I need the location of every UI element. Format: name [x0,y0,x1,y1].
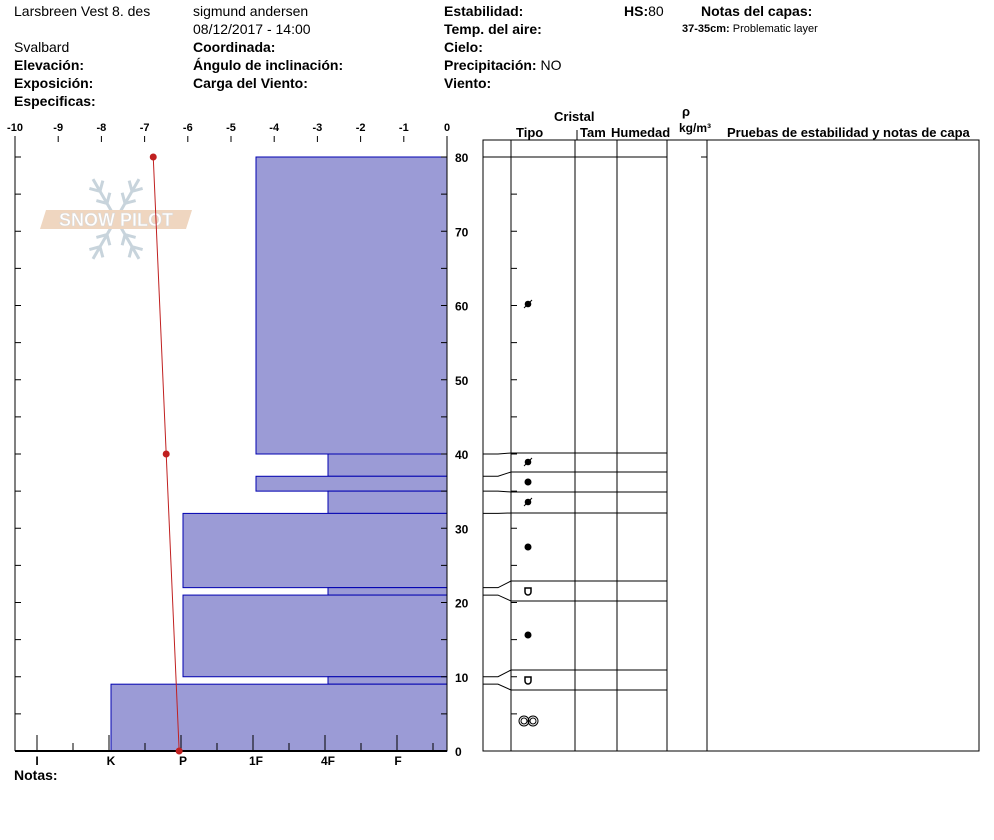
elevation-label: Elevación: [14,57,85,73]
hardness-bar [255,156,448,455]
hardness-label-K: K [107,754,116,768]
hardness-bar [327,676,448,685]
sky-label: Cielo: [444,39,483,55]
precip-value: NO [540,57,562,73]
header-density: kg/m³ [679,121,712,135]
depth-tick-label: 20 [455,597,469,611]
temp-tick-label: -3 [313,122,323,134]
depth-hoar-icon [524,676,532,685]
hardness-label-P: P [179,754,187,768]
temperature-point [175,747,183,755]
wind-label: Viento: [444,75,492,91]
logo-text: SNOW PILOT [59,210,173,230]
windload-label: Carga del Viento: [193,75,308,91]
depth-tick-label: 0 [455,745,462,759]
melt-forms-icon [520,717,528,725]
precip-label: Precipitación: [444,57,537,73]
temp-tick-label: -9 [53,122,63,134]
melt-forms-icon [518,715,530,727]
melt-forms-icon [529,717,537,725]
hardness-label-I: I [35,754,38,768]
logo-banner [40,210,192,229]
temperature-point [149,153,157,161]
layer-note: 37-35cm: Problematic layer [682,23,818,35]
region: Svalbard [14,39,70,55]
depth-tick-label: 10 [455,671,469,685]
depth-tick-label: 80 [455,151,469,165]
temp-tick-label: -6 [183,122,193,134]
layer-note-text: Problematic layer [732,23,818,35]
layer-connector [483,452,512,455]
temperature-point [162,450,170,458]
depth-hoar-icon [524,587,532,596]
layer-table [482,139,980,752]
header-crystal: Cristal [554,109,595,124]
rounded-grain-icon [524,478,532,486]
stability-label: Estabilidad: [444,3,524,19]
depth-tick-label: 60 [455,300,469,314]
hardness-bar [182,594,448,678]
rounded-grain-icon [524,631,532,639]
temp-tick-label: -8 [97,122,107,134]
faceted-rounded-grain-icon [523,457,533,467]
layer-connector [483,490,512,493]
hardness-bar [327,453,448,477]
temp-tick-label: -5 [226,122,236,134]
layer-connector [483,683,512,691]
melt-forms-icon [527,715,539,727]
coord-label: Coordinada: [193,39,276,55]
hardness-bar [182,512,448,589]
specifics-label: Especificas: [14,93,96,109]
depth-tick-label: 50 [455,374,469,388]
hs: HS:80 [624,3,664,19]
datetime: 08/12/2017 - 14:00 [193,21,311,37]
depth-tick-label: 30 [455,522,469,536]
temp-tick-label: -7 [140,122,150,134]
temp-tick-label: 0 [444,122,450,134]
airtemp-label: Temp. del aire: [444,21,542,37]
notes-label: Notas: [14,767,58,783]
faceted-rounded-grain-icon [523,497,533,507]
header-tests: Pruebas de estabilidad y notas de capa [727,125,970,140]
precip: Precipitación: NO [444,57,561,73]
hardness-bar [327,587,448,596]
faceted-rounded-grain-icon [523,299,533,309]
observer: sigmund andersen [193,3,309,19]
hs-value: 80 [648,3,664,19]
header-size: Tam [580,125,606,140]
depth-tick-label: 70 [455,225,469,239]
header-rho: ρ [682,104,691,119]
hardness-label-1F: 1F [249,754,263,768]
location: Larsbreen Vest 8. des [14,3,151,19]
hardness-bar [327,490,448,514]
hs-label: HS: [624,3,649,19]
hardness-label-F: F [394,754,401,768]
header-moisture: Humedad [611,125,671,140]
rounded-grain-icon [524,543,532,551]
temp-tick-label: -4 [269,122,280,134]
temp-tick-label: -2 [356,122,366,134]
layer-connector [483,594,512,602]
temp-tick-label: -1 [399,122,409,134]
layer-connector [483,580,512,589]
header-type: Tipo [516,125,544,140]
hardness-label-4F: 4F [321,754,335,768]
temp-tick-label: -10 [7,122,23,134]
hardness-bar [110,683,448,752]
slope-label: Ángulo de inclinación: [193,57,344,73]
layer-note-range: 37-35cm: [682,23,730,35]
depth-tick-label: 40 [455,448,469,462]
layer-notes-label: Notas del capas: [701,3,813,19]
layer-connector [483,669,512,678]
hardness-bar [255,475,448,492]
aspect-label: Exposición: [14,75,94,91]
layer-connector [483,471,512,477]
